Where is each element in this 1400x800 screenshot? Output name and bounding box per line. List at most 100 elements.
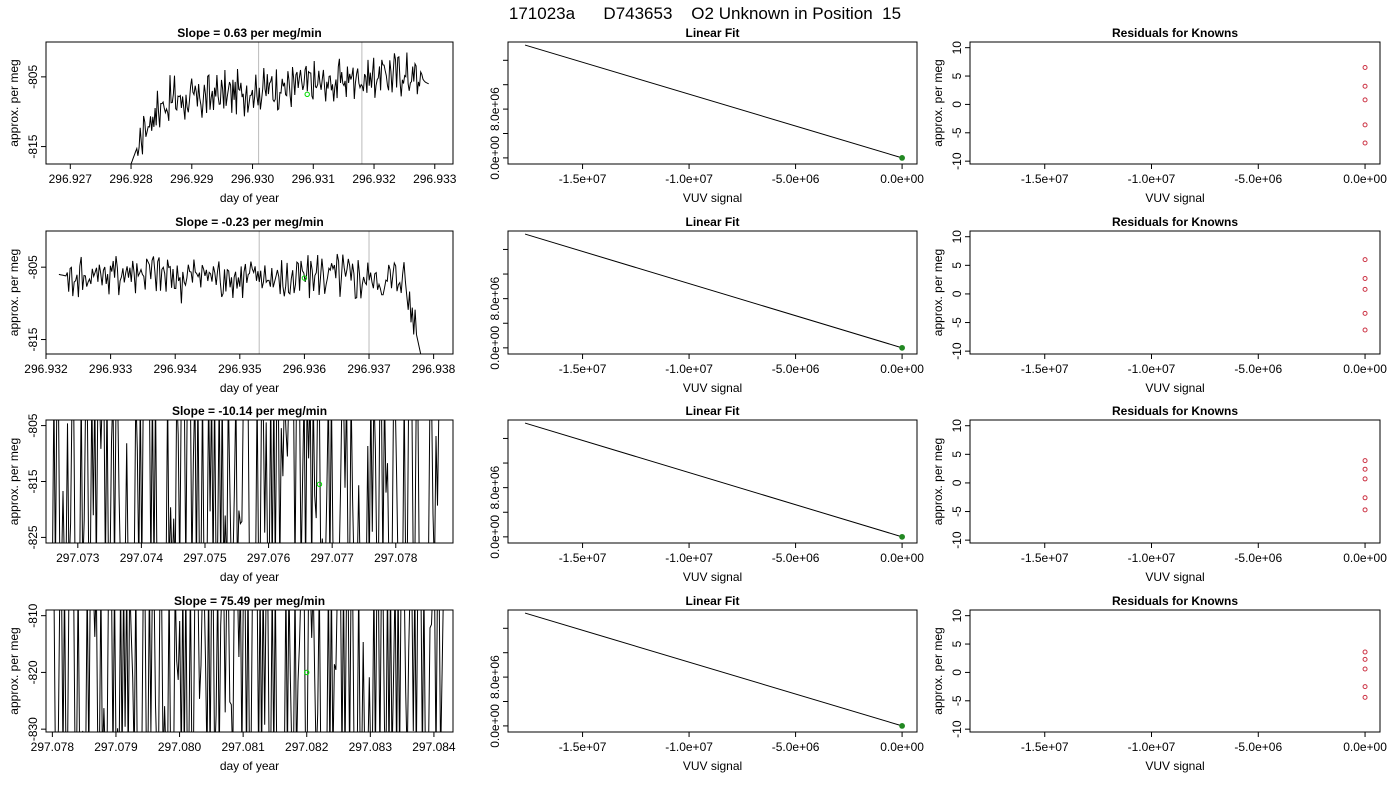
chart-title: Slope = -0.23 per meg/min: [175, 215, 323, 229]
y-tick-label: 5: [950, 451, 964, 458]
x-tick-label: 297.076: [247, 551, 291, 565]
x-tick-label: 296.929: [170, 172, 214, 186]
plot-frame: [45, 41, 454, 165]
x-tick-label: -1.0e+07: [1128, 740, 1176, 754]
residual-point: [1362, 466, 1368, 472]
y-axis-label: approx. per meg: [7, 627, 21, 714]
chart-panel-11: Residuals for Knowns -1.5e+07 -1.0e+07 -5.0…: [931, 404, 1387, 584]
x-tick-label: -1.5e+07: [1021, 740, 1069, 754]
plot-frame: [969, 609, 1381, 733]
data-trace: [53, 610, 444, 732]
residual-point: [1362, 327, 1368, 333]
y-tick-label: -10: [950, 342, 964, 360]
plot-frame: [507, 41, 918, 165]
x-axis-label: day of year: [220, 191, 279, 205]
chart-title: Linear Fit: [685, 215, 739, 229]
plot-area: [524, 233, 905, 351]
residual-point: [1362, 83, 1368, 89]
y-tick-label: 8.0e+06: [488, 465, 502, 509]
chart-panel-9: Residuals for Knowns -1.5e+07 -1.0e+07 -5.0…: [931, 26, 1387, 205]
plot-area: [1362, 458, 1368, 513]
x-tick-label: 297.079: [94, 740, 138, 754]
x-tick-label: -1.5e+07: [1021, 551, 1069, 565]
y-tick-label: -830: [26, 717, 40, 741]
residual-point: [1362, 507, 1368, 513]
x-tick-label: 297.074: [120, 551, 164, 565]
chart-title: Residuals for Knowns: [1112, 404, 1238, 418]
chart-panel-5: Linear Fit -1.5e+07 -1.0e+07 -5.0e+06 0.0e+0…: [488, 26, 924, 205]
fit-line: [524, 422, 903, 538]
residual-point: [1362, 97, 1368, 103]
chart-title: Slope = 75.49 per meg/min: [174, 594, 325, 608]
x-tick-label: 297.073: [56, 551, 100, 565]
chart-panel-10: Residuals for Knowns -1.5e+07 -1.0e+07 -5.0…: [931, 215, 1387, 395]
x-tick-label: 297.082: [285, 740, 329, 754]
x-tick-label: -5.0e+06: [772, 740, 820, 754]
unknown-marker: [304, 91, 310, 97]
y-axis-label: approx. per meg: [931, 249, 945, 336]
plot-frame: [507, 230, 918, 355]
plot-frame: [969, 41, 1381, 165]
y-tick-label: -5: [950, 317, 964, 328]
plot-area: [58, 231, 422, 354]
y-tick-label: -820: [26, 660, 40, 684]
y-tick-label: -10: [950, 531, 964, 549]
chart-title: Linear Fit: [685, 594, 739, 608]
chart-title: Slope = -10.14 per meg/min: [172, 404, 327, 418]
residual-point: [1362, 275, 1368, 281]
plot-area: [524, 612, 905, 729]
plot-area: [1362, 649, 1368, 700]
x-tick-label: 296.930: [231, 172, 275, 186]
chart-panel-1: Slope = 0.63 per meg/min 296.927 296.928 29…: [7, 26, 457, 205]
y-tick-label: 0.0e+00: [488, 515, 502, 559]
plot-frame: [45, 419, 454, 544]
x-axis-label: VUV signal: [683, 570, 742, 584]
x-tick-label: -5.0e+06: [772, 362, 820, 376]
y-tick-label: 10: [950, 419, 964, 433]
plot-frame: [45, 230, 454, 355]
y-tick-label: 0: [950, 290, 964, 297]
fit-line: [524, 612, 903, 727]
x-tick-label: 297.080: [158, 740, 202, 754]
residual-point: [1362, 458, 1368, 464]
x-tick-label: -1.5e+07: [559, 362, 607, 376]
panels-grid: Slope = 0.63 per meg/min 296.927 296.928 29…: [7, 26, 1387, 773]
chart-panel-8: Linear Fit -1.5e+07 -1.0e+07 -5.0e+06 0.0e+0…: [488, 594, 924, 773]
chart-panel-4: Slope = 75.49 per meg/min 297.078 297.079 2…: [7, 594, 456, 773]
y-tick-label: 0.0e+00: [488, 136, 502, 180]
x-tick-label: 0.0e+00: [880, 551, 924, 565]
residual-point: [1362, 140, 1368, 146]
x-tick-label: 297.081: [221, 740, 265, 754]
plot-frame: [507, 419, 918, 544]
x-tick-label: -1.5e+07: [559, 740, 607, 754]
x-tick-label: 297.078: [374, 551, 418, 565]
chart-title: Residuals for Knowns: [1112, 594, 1238, 608]
x-axis-label: day of year: [220, 570, 279, 584]
x-tick-label: 0.0e+00: [880, 362, 924, 376]
residual-point: [1362, 495, 1368, 501]
chart-title: Linear Fit: [685, 26, 739, 40]
x-axis-label: VUV signal: [1145, 381, 1204, 395]
fit-point: [899, 533, 905, 540]
y-tick-label: 5: [950, 640, 964, 647]
chart-panel-2: Slope = -0.23 per meg/min 296.932 296.933 2…: [7, 215, 456, 395]
chart-title: Residuals for Knowns: [1112, 215, 1238, 229]
x-tick-label: 296.931: [292, 172, 336, 186]
x-tick-label: 0.0e+00: [1343, 362, 1387, 376]
x-tick-label: 0.0e+00: [1343, 172, 1387, 186]
y-tick-label: 10: [950, 609, 964, 623]
x-tick-label: -1.5e+07: [1021, 362, 1069, 376]
y-tick-label: -805: [26, 413, 40, 437]
fit-point: [899, 723, 905, 729]
y-axis-label: approx. per meg: [931, 59, 945, 146]
x-axis-label: VUV signal: [683, 381, 742, 395]
chart-panel-12: Residuals for Knowns -1.5e+07 -1.0e+07 -5.0…: [931, 594, 1387, 773]
plot-area: [53, 610, 444, 732]
x-axis-label: VUV signal: [683, 759, 742, 773]
y-tick-label: 5: [950, 262, 964, 269]
y-tick-label: 0: [950, 101, 964, 108]
chart-panel-7: Linear Fit -1.5e+07 -1.0e+07 -5.0e+06 0.0e+0…: [488, 404, 924, 584]
residual-point: [1362, 666, 1368, 672]
x-tick-label: -1.0e+07: [665, 740, 713, 754]
x-tick-label: 296.933: [89, 362, 133, 376]
